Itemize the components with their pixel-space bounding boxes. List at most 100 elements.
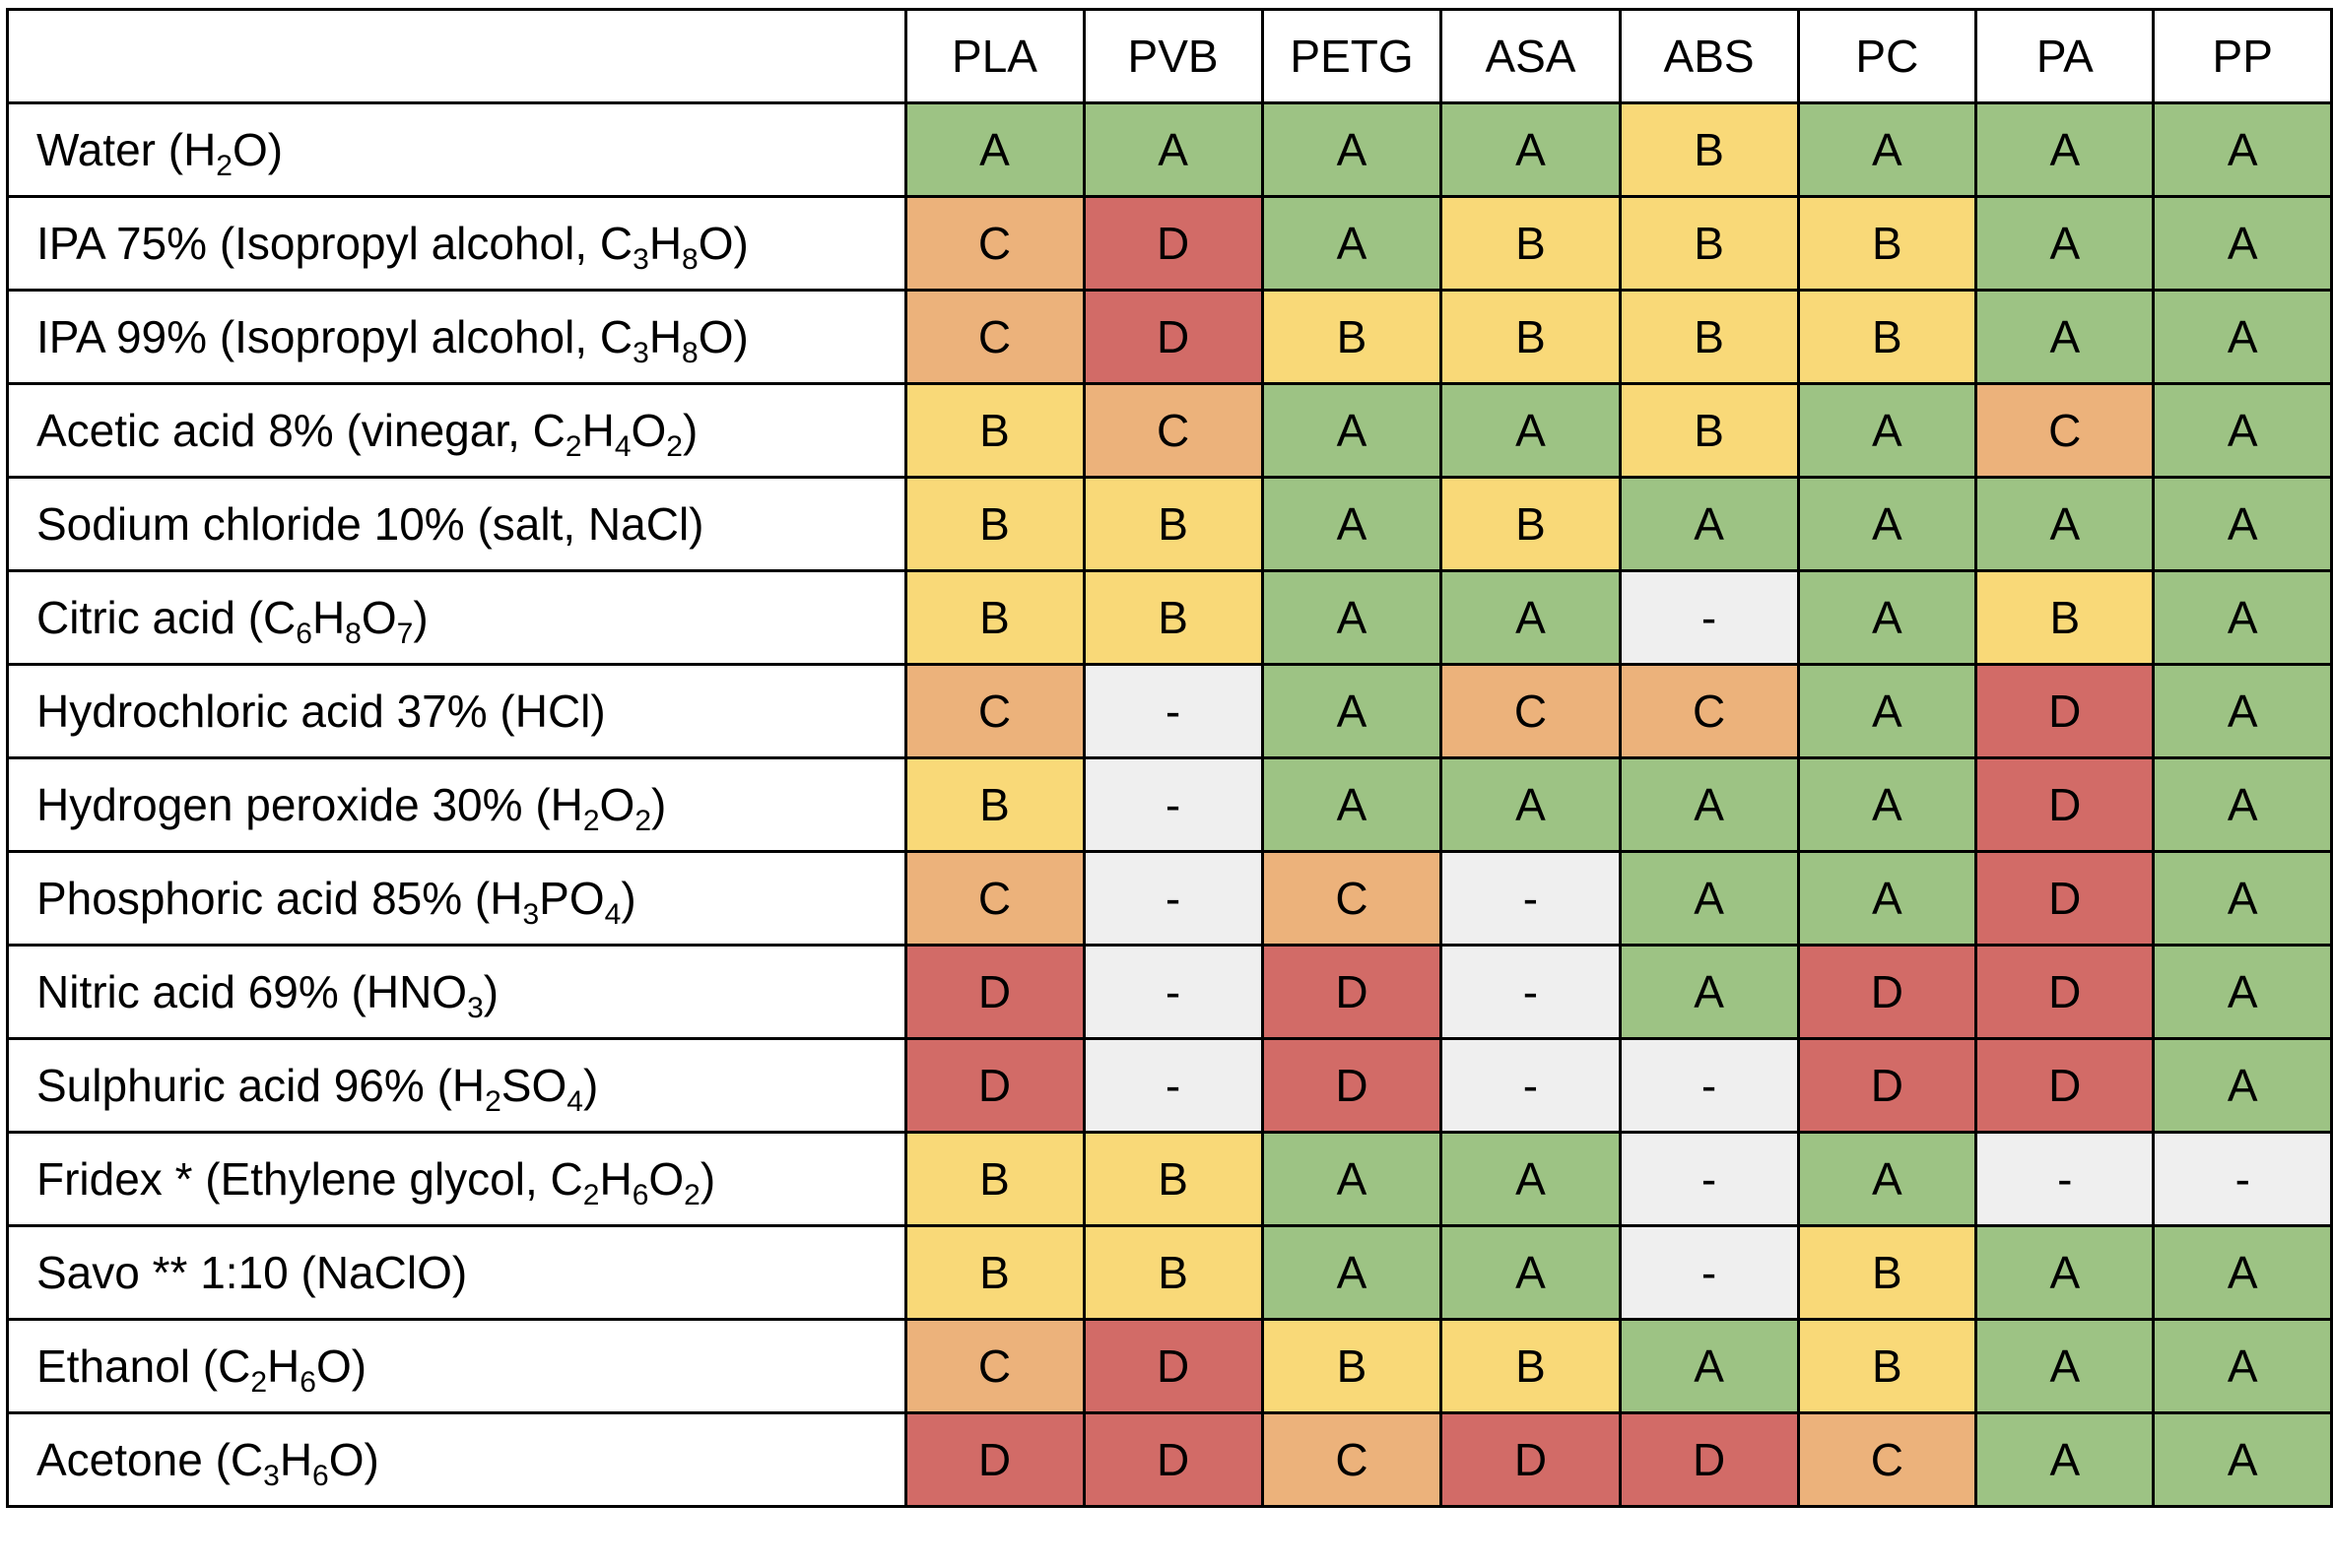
grade-cell: B: [1082, 569, 1264, 666]
grade-cell: A: [1439, 1224, 1622, 1321]
label-text: H: [267, 1340, 300, 1392]
label-text: O): [698, 218, 749, 269]
grade-cell: -: [1439, 850, 1622, 947]
grade-cell: A: [1974, 1411, 2156, 1508]
grade-cell: C: [903, 663, 1086, 759]
label-text: ): [651, 779, 667, 830]
subscript: 3: [633, 243, 649, 276]
grade-cell: B: [903, 382, 1086, 479]
grade-cell: -: [1082, 944, 1264, 1040]
subscript: 8: [682, 337, 699, 369]
grade-cell: A: [1974, 1224, 2156, 1321]
grade-cell: D: [1974, 850, 2156, 947]
grade-cell: C: [1260, 1411, 1443, 1508]
grade-cell: -: [1439, 944, 1622, 1040]
row: Water (H2O) A A A A B A A A: [6, 101, 2333, 198]
grade-cell: A: [2152, 476, 2333, 572]
grade-cell: A: [1796, 756, 1978, 853]
grade-cell: D: [1082, 1411, 1264, 1508]
label-text: O: [599, 779, 635, 830]
label-text: H: [311, 592, 346, 643]
grade-cell: A: [2152, 944, 2333, 1040]
row-label: Sodium chloride 10% (salt, NaCl): [6, 476, 907, 572]
subscript: 2: [216, 150, 233, 182]
grade-cell: B: [903, 569, 1086, 666]
grade-cell: -: [1618, 1224, 1800, 1321]
column-header: PLA: [903, 8, 1086, 104]
grade-cell: D: [1974, 756, 2156, 853]
row: Sulphuric acid 96% (H2SO4) D - D - - D D A: [6, 1037, 2333, 1134]
row: IPA 99% (Isopropyl alcohol, C3H8O) C D B B B B…: [6, 289, 2333, 385]
label-text: ): [700, 1153, 716, 1205]
row-label: Nitric acid 69% (HNO3): [6, 944, 907, 1040]
grade-cell: A: [1260, 195, 1443, 292]
label-text: H: [599, 1153, 633, 1205]
subscript: 6: [300, 1366, 316, 1399]
table-body: PLA PVB PETG ASA ABS PC PA PP Water (H2O) A A A A B A…: [6, 8, 2333, 1508]
subscript: 8: [345, 618, 362, 650]
grade-cell: B: [1439, 289, 1622, 385]
grade-cell: D: [1974, 1037, 2156, 1134]
grade-cell: C: [903, 1318, 1086, 1414]
grade-cell: B: [1439, 195, 1622, 292]
label-text: Sulphuric acid 96% (H: [36, 1060, 486, 1111]
grade-cell: D: [1974, 663, 2156, 759]
row-label: Citric acid (C6H8O7): [6, 569, 907, 666]
subscript: 2: [582, 805, 600, 837]
grade-cell: D: [1974, 944, 2156, 1040]
grade-cell: A: [1796, 1131, 1978, 1227]
subscript: 2: [582, 1179, 600, 1211]
subscript: 2: [565, 430, 582, 463]
grade-cell: B: [1618, 382, 1800, 479]
grade-cell: D: [903, 944, 1086, 1040]
grade-cell: D: [1796, 944, 1978, 1040]
grade-cell: D: [1082, 289, 1264, 385]
grade-cell: C: [1439, 663, 1622, 759]
grade-cell: A: [1618, 944, 1800, 1040]
subscript: 8: [682, 243, 699, 276]
label-text: IPA 75% (Isopropyl alcohol, C: [36, 218, 633, 269]
subscript: 4: [604, 898, 622, 931]
subscript: 2: [666, 430, 683, 463]
label-text: ): [483, 966, 500, 1017]
grade-cell: B: [1439, 1318, 1622, 1414]
row-label: IPA 75% (Isopropyl alcohol, C3H8O): [6, 195, 907, 292]
row-label: Sulphuric acid 96% (H2SO4): [6, 1037, 907, 1134]
grade-cell: B: [1082, 1224, 1264, 1321]
row: Hydrochloric acid 37% (HCl) C - A C C A D A: [6, 663, 2333, 759]
grade-cell: A: [1260, 756, 1443, 853]
row-label: Phosphoric acid 85% (H3PO4): [6, 850, 907, 947]
label-text: Water (H: [36, 124, 217, 175]
grade-cell: A: [2152, 569, 2333, 666]
grade-cell: -: [1439, 1037, 1622, 1134]
grade-cell: A: [1796, 663, 1978, 759]
label-text: O: [648, 1153, 685, 1205]
row: Savo ** 1:10 (NaClO) B B A A - B A A: [6, 1224, 2333, 1321]
grade-cell: B: [1974, 569, 2156, 666]
grade-cell: A: [2152, 1411, 2333, 1508]
label-text: Sodium chloride 10% (salt, NaCl): [36, 498, 704, 550]
grade-cell: A: [1260, 382, 1443, 479]
grade-cell: -: [1618, 1131, 1800, 1227]
header-row: PLA PVB PETG ASA ABS PC PA PP: [6, 8, 2333, 104]
column-header: PA: [1974, 8, 2156, 104]
grade-cell: A: [1796, 850, 1978, 947]
grade-cell: A: [1796, 101, 1978, 198]
grade-cell: A: [1974, 476, 2156, 572]
label-text: O: [361, 592, 397, 643]
grade-cell: B: [1260, 1318, 1443, 1414]
label-text: Phosphoric acid 85% (H: [36, 873, 523, 924]
grade-cell: B: [903, 476, 1086, 572]
grade-cell: A: [1260, 101, 1443, 198]
grade-cell: A: [1439, 756, 1622, 853]
grade-cell: -: [1618, 569, 1800, 666]
resistance-table: PLA PVB PETG ASA ABS PC PA PP Water (H2O) A A A A B A…: [6, 8, 2333, 1508]
label-text: H: [279, 1434, 313, 1485]
grade-cell: A: [2152, 195, 2333, 292]
row-label: Fridex * (Ethylene glycol, C2H6O2): [6, 1131, 907, 1227]
row: Phosphoric acid 85% (H3PO4) C - C - A A D A: [6, 850, 2333, 947]
grade-cell: A: [1796, 382, 1978, 479]
row: Citric acid (C6H8O7) B B A A - A B A: [6, 569, 2333, 666]
grade-cell: A: [1796, 476, 1978, 572]
grade-cell: D: [1439, 1411, 1622, 1508]
